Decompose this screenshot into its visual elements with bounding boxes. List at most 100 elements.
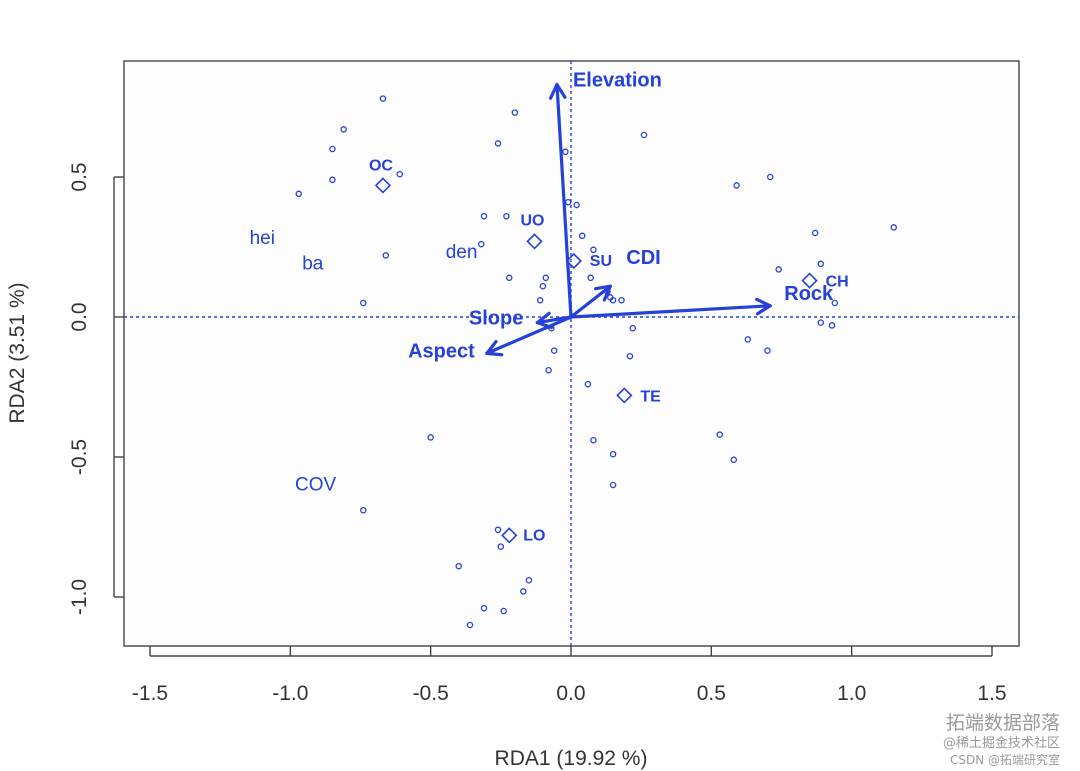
site-point bbox=[396, 170, 404, 178]
group-centroids: OC UO SU CH TE LO bbox=[369, 157, 849, 544]
site-point bbox=[550, 347, 558, 354]
group-label: UO bbox=[521, 212, 545, 229]
site-point bbox=[466, 621, 474, 629]
site-point bbox=[329, 176, 336, 184]
site-point bbox=[360, 299, 367, 307]
site-point bbox=[480, 212, 488, 220]
vector-label: Rock bbox=[784, 283, 834, 305]
environment-vectors: Elevation CDI Rock Slope Aspect bbox=[408, 70, 834, 363]
site-point bbox=[733, 182, 740, 189]
site-point bbox=[497, 543, 505, 550]
site-point bbox=[494, 140, 502, 147]
site-point bbox=[295, 190, 303, 198]
site-point bbox=[520, 588, 527, 595]
watermark-community: @稀土掘金技术社区 bbox=[942, 736, 1060, 751]
site-point bbox=[767, 173, 774, 181]
vector-arrow-head bbox=[593, 284, 612, 302]
watermark-brand: 拓端数据部落 bbox=[945, 712, 1060, 734]
site-point bbox=[590, 436, 597, 444]
vector-arrow-shaft bbox=[485, 315, 573, 355]
vector-label: CDI bbox=[626, 247, 660, 269]
site-point bbox=[590, 246, 597, 254]
x-tick-label: 1.0 bbox=[837, 682, 866, 705]
site-point bbox=[382, 252, 390, 259]
site-point bbox=[536, 296, 544, 304]
site-point bbox=[360, 506, 367, 514]
site-point bbox=[890, 224, 898, 231]
group-centroid-marker bbox=[616, 387, 633, 404]
site-point bbox=[539, 282, 547, 290]
vector-label: Elevation bbox=[573, 70, 662, 92]
plot-frame bbox=[123, 60, 1020, 647]
site-point bbox=[716, 431, 724, 438]
group-centroid-marker bbox=[501, 527, 518, 544]
y-axis-ticks: -1.0 -0.5 0.0 0.5 bbox=[68, 162, 124, 615]
group-centroid-marker bbox=[565, 252, 582, 270]
site-point bbox=[542, 274, 549, 282]
x-tick-label: 0.5 bbox=[697, 682, 726, 705]
vector-arrow-shaft bbox=[555, 82, 573, 319]
site-point bbox=[817, 319, 825, 326]
site-point bbox=[477, 240, 485, 248]
site-point bbox=[609, 296, 617, 304]
site-point bbox=[329, 145, 336, 153]
vector-arrow-head bbox=[755, 297, 772, 316]
x-tick-label: -1.5 bbox=[132, 682, 168, 705]
site-point bbox=[640, 131, 648, 139]
site-point bbox=[584, 380, 592, 388]
site-point bbox=[545, 366, 552, 374]
species-label: ba bbox=[302, 253, 324, 274]
vector-arrow-head bbox=[485, 339, 504, 357]
site-point bbox=[573, 201, 580, 209]
x-tick-label: -1.0 bbox=[272, 682, 308, 705]
site-point bbox=[503, 212, 510, 220]
x-tick-label: -0.5 bbox=[413, 682, 449, 705]
vector-label: Slope bbox=[469, 308, 523, 330]
group-label: OC bbox=[369, 157, 393, 174]
vector-arrow-shaft bbox=[569, 304, 772, 319]
y-axis-label: RDA2 (3.51 %) bbox=[6, 282, 29, 423]
site-point bbox=[500, 607, 507, 615]
site-point bbox=[494, 526, 502, 534]
y-tick-label: 0.5 bbox=[68, 162, 91, 191]
site-point bbox=[811, 229, 819, 237]
x-axis-ticks: -1.5 -1.0 -0.5 0.0 0.5 1.0 1.5 bbox=[132, 646, 1007, 705]
x-tick-label: 0.0 bbox=[556, 682, 585, 705]
site-point bbox=[340, 126, 347, 133]
group-centroid-marker bbox=[526, 233, 543, 250]
site-point bbox=[578, 232, 586, 240]
vector-arrow-shaft bbox=[569, 284, 612, 319]
site-point bbox=[831, 299, 839, 307]
site-point bbox=[618, 296, 625, 304]
watermark-csdn: CSDN @拓端研究室 bbox=[949, 753, 1060, 767]
site-point bbox=[744, 336, 752, 343]
site-point bbox=[609, 450, 617, 458]
site-point bbox=[562, 148, 569, 156]
site-point bbox=[609, 481, 617, 489]
species-label: COV bbox=[295, 475, 337, 496]
group-label: CH bbox=[826, 274, 849, 291]
site-point bbox=[626, 352, 634, 360]
site-point bbox=[629, 324, 636, 332]
species-label: hei bbox=[250, 228, 275, 249]
site-point bbox=[764, 347, 771, 354]
x-axis-label: RDA1 (19.92 %) bbox=[495, 747, 648, 770]
x-tick-label: 1.5 bbox=[977, 682, 1006, 705]
group-label: SU bbox=[590, 253, 612, 270]
vector-arrow-head bbox=[548, 82, 567, 100]
group-centroid-marker bbox=[801, 272, 818, 289]
group-label: TE bbox=[640, 388, 661, 405]
species-labels: hei ba den COV bbox=[250, 228, 478, 495]
site-point bbox=[480, 604, 488, 612]
y-tick-label: -0.5 bbox=[68, 439, 91, 475]
site-point bbox=[817, 260, 825, 268]
y-tick-label: -1.0 bbox=[68, 579, 91, 615]
vector-label: Aspect bbox=[408, 340, 475, 362]
site-point bbox=[775, 266, 782, 273]
group-centroid-marker bbox=[374, 177, 392, 194]
group-label: LO bbox=[523, 527, 545, 544]
site-point bbox=[379, 95, 387, 102]
y-tick-label: 0.0 bbox=[68, 302, 91, 331]
species-label: den bbox=[446, 242, 478, 263]
